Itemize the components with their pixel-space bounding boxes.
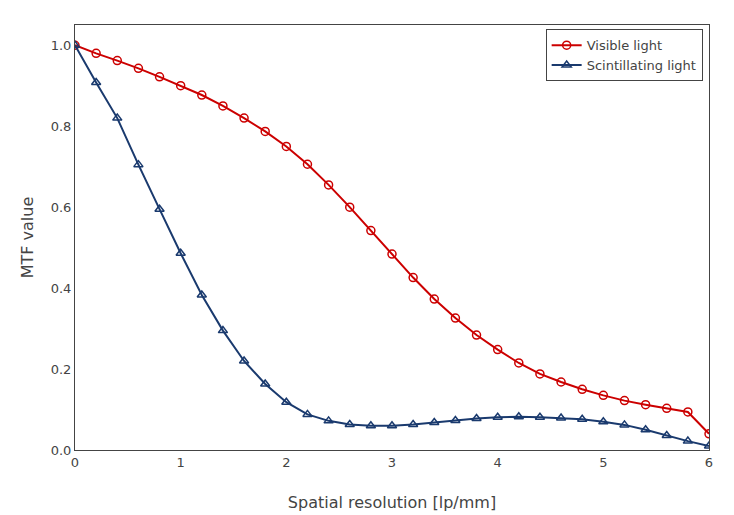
svg-text:0.8: 0.8	[51, 119, 72, 134]
svg-text:4: 4	[494, 455, 502, 470]
svg-text:0: 0	[71, 455, 79, 470]
svg-text:0.2: 0.2	[51, 362, 72, 377]
svg-text:MTF value: MTF value	[18, 197, 37, 279]
svg-text:1.0: 1.0	[51, 38, 72, 53]
svg-text:Scintillating light: Scintillating light	[587, 58, 696, 73]
svg-text:2: 2	[282, 455, 290, 470]
svg-text:0.4: 0.4	[51, 281, 72, 296]
svg-text:1: 1	[177, 455, 185, 470]
svg-text:3: 3	[388, 455, 396, 470]
svg-text:6: 6	[705, 455, 713, 470]
svg-text:0.0: 0.0	[51, 443, 72, 458]
svg-text:5: 5	[599, 455, 607, 470]
svg-text:Spatial resolution [lp/mm]: Spatial resolution [lp/mm]	[288, 493, 496, 512]
svg-text:Visible light: Visible light	[587, 38, 662, 53]
svg-text:0.6: 0.6	[51, 200, 72, 215]
